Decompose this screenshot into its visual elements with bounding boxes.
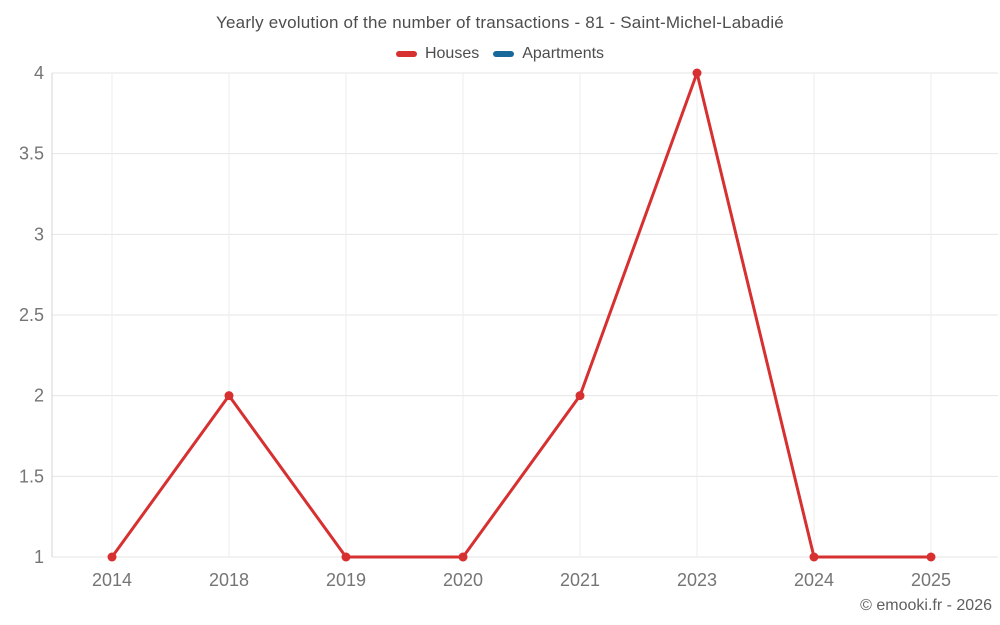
x-tick-label: 2025 — [911, 570, 951, 590]
legend-label-houses: Houses — [424, 45, 480, 62]
data-point-houses-2020[interactable] — [458, 552, 468, 562]
series-line-houses — [110, 71, 933, 559]
data-point-houses-2025[interactable] — [926, 552, 936, 562]
x-tick-label: 2021 — [560, 570, 600, 590]
legend-swatch-houses — [395, 51, 417, 57]
legend-label-apartments: Apartments — [522, 45, 605, 62]
x-tick-label: 2019 — [326, 570, 366, 590]
y-tick-label: 1 — [34, 547, 44, 567]
x-tick-label: 2020 — [443, 570, 483, 590]
data-point-houses-2024[interactable] — [809, 552, 819, 562]
data-point-houses-2023[interactable] — [692, 68, 702, 78]
y-tick-label: 1.5 — [19, 466, 44, 486]
y-tick-label: 4 — [34, 63, 44, 83]
y-tick-label: 2.5 — [19, 305, 44, 325]
y-tick-label: 3 — [34, 224, 44, 244]
y-tick-label: 2 — [34, 386, 44, 406]
x-tick-label: 2023 — [677, 570, 717, 590]
data-point-houses-2019[interactable] — [341, 552, 351, 562]
y-tick-label: 3.5 — [19, 144, 44, 164]
x-tick-label: 2018 — [209, 570, 249, 590]
legend-swatch-apartments — [493, 51, 515, 57]
copyright-text: © emooki.fr - 2026 — [860, 597, 992, 614]
data-point-houses-2014[interactable] — [107, 552, 117, 562]
legend: Houses Apartments — [0, 44, 1000, 64]
chart-title: Yearly evolution of the number of transa… — [216, 13, 784, 32]
legend-item-houses[interactable]: Houses — [395, 45, 480, 63]
x-tick-label: 2014 — [92, 570, 132, 590]
data-point-houses-2018[interactable] — [224, 391, 234, 401]
legend-item-apartments[interactable]: Apartments — [493, 45, 604, 63]
x-tick-label: 2024 — [794, 570, 834, 590]
data-point-houses-2021[interactable] — [575, 391, 585, 401]
